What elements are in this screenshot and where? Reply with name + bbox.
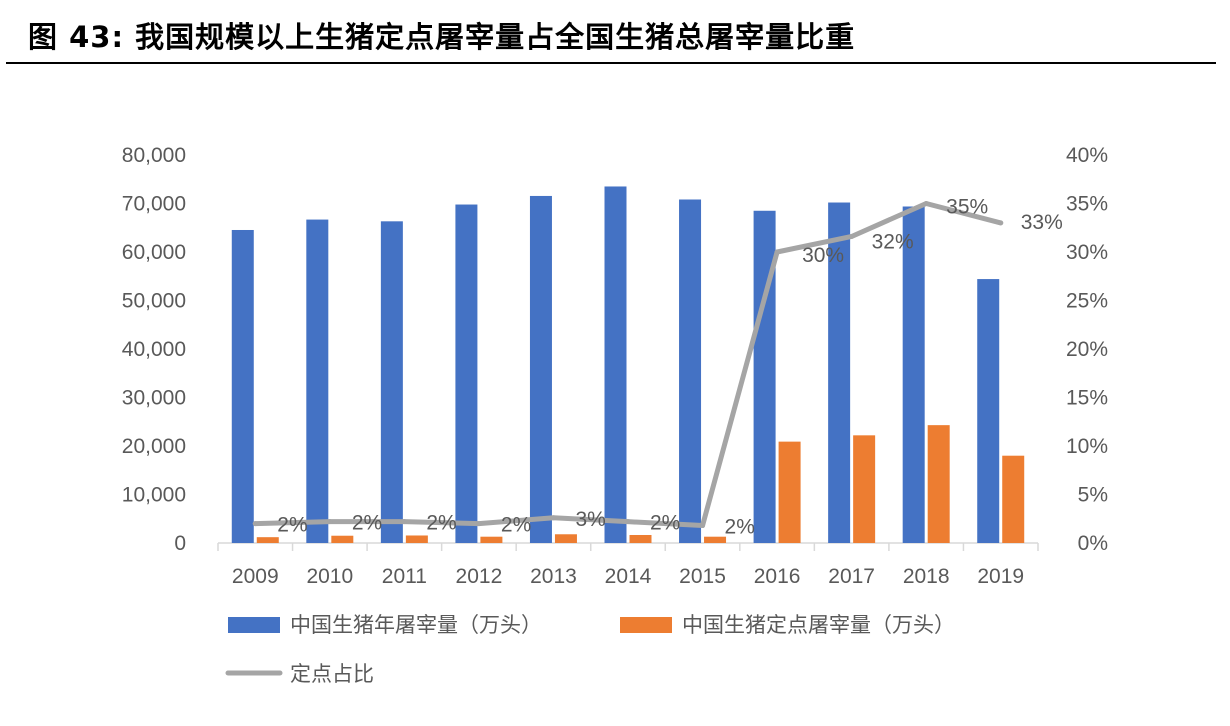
ratio-data-label: 2% <box>650 512 680 535</box>
y-right-tick-label: 30% <box>1066 241 1108 264</box>
x-tick-label: 2012 <box>456 565 503 588</box>
y-left-tick-label: 10,000 <box>122 484 186 507</box>
y-left-tick-label: 20,000 <box>122 435 186 458</box>
bar-designated-slaughter <box>704 536 727 543</box>
legend-swatch-total <box>228 617 280 633</box>
axes: 0 10,000 20,000 30,000 40,000 50,000 60,000 70,… <box>122 144 1108 588</box>
x-tick-label: 2013 <box>530 565 577 588</box>
bar-designated-slaughter <box>331 535 354 543</box>
y-right-tick-label: 10% <box>1066 435 1108 458</box>
x-tick-label: 2015 <box>679 565 726 588</box>
y-left-tick-label: 50,000 <box>122 290 186 313</box>
y-left-tick-label: 80,000 <box>122 144 186 167</box>
legend-label-ratio: 定点占比 <box>290 662 374 686</box>
bar-designated-slaughter <box>853 435 876 543</box>
bar-designated-slaughter <box>927 425 950 543</box>
ratio-data-label: 30% <box>802 244 844 267</box>
ratio-point <box>625 519 631 525</box>
title-divider <box>6 62 1216 64</box>
x-tick-label: 2009 <box>232 565 279 588</box>
ratio-data-label: 2% <box>277 514 307 537</box>
bar-total-slaughter <box>753 210 776 543</box>
legend-label-designated: 中国生猪定点屠宰量（万头） <box>682 613 955 637</box>
y-right-tick-label: 40% <box>1066 144 1108 167</box>
y-left-tick-label: 60,000 <box>122 241 186 264</box>
ratio-data-label: 2% <box>426 512 456 535</box>
y-left-tick-label: 70,000 <box>122 193 186 216</box>
ratio-point <box>401 519 407 525</box>
ratio-data-label: 32% <box>872 230 914 253</box>
ratio-data-label: 2% <box>725 516 755 539</box>
x-tick-label: 2019 <box>977 565 1024 588</box>
y-right-tick-label: 0% <box>1078 532 1108 555</box>
bar-designated-slaughter <box>480 536 503 543</box>
ratio-data-label: 3% <box>575 508 605 531</box>
ratio-point <box>774 249 780 255</box>
x-tick-label: 2011 <box>382 565 427 588</box>
ratio-point <box>327 519 333 525</box>
y-right-tick-label: 35% <box>1066 193 1108 216</box>
bar-total-slaughter <box>902 206 925 543</box>
ratio-point <box>923 201 929 206</box>
y-right-tick-label: 25% <box>1066 290 1108 313</box>
ratio-point <box>700 523 706 529</box>
bar-total-slaughter <box>380 221 403 543</box>
y-right-tick-label: 5% <box>1078 484 1108 507</box>
x-tick-label: 2014 <box>605 565 652 588</box>
data-labels: 2% 2% 2% 2% 3% 2% 2% 30% 32% 35% 33% <box>277 196 1062 539</box>
bar-designated-slaughter <box>554 534 577 543</box>
bars <box>231 186 1025 543</box>
y-left-tick-label: 40,000 <box>122 338 186 361</box>
ratio-point <box>252 521 258 527</box>
legend-swatch-designated <box>620 617 672 633</box>
ratio-data-label: 2% <box>501 514 531 537</box>
y-right-tick-label: 20% <box>1066 338 1108 361</box>
legend-label-total: 中国生猪年屠宰量（万头） <box>290 613 542 637</box>
y-left-tick-label: 0 <box>174 532 186 555</box>
bar-designated-slaughter <box>629 534 652 543</box>
ratio-point <box>849 233 855 239</box>
x-tick-label: 2018 <box>903 565 950 588</box>
ratio-line <box>252 201 1004 529</box>
bar-total-slaughter <box>231 229 254 543</box>
y-left-tick-label: 30,000 <box>122 387 186 410</box>
bar-designated-slaughter <box>778 441 801 543</box>
figure-title: 图 43: 我国规模以上生猪定点屠宰量占全国生猪总屠宰量比重 <box>28 20 856 54</box>
bar-designated-slaughter <box>256 537 279 543</box>
bar-total-slaughter <box>604 186 627 543</box>
bar-total-slaughter <box>306 219 329 543</box>
ratio-point <box>550 515 556 521</box>
ratio-data-label: 2% <box>352 512 382 535</box>
ratio-data-label: 35% <box>946 196 988 219</box>
x-tick-label: 2017 <box>828 565 875 588</box>
bar-designated-slaughter <box>405 535 428 543</box>
x-tick-label: 2010 <box>306 565 353 588</box>
bar-total-slaughter <box>977 279 1000 543</box>
bar-designated-slaughter <box>1002 455 1025 543</box>
bar-total-slaughter <box>529 195 552 543</box>
bar-total-slaughter <box>679 199 702 543</box>
ratio-point <box>476 521 482 527</box>
bar-total-slaughter <box>828 202 851 543</box>
ratio-data-label: 33% <box>1021 211 1063 234</box>
legend: 中国生猪年屠宰量（万头） 中国生猪定点屠宰量（万头） 定点占比 <box>225 613 955 686</box>
bar-total-slaughter <box>455 204 478 543</box>
y-right-tick-label: 15% <box>1066 387 1108 410</box>
x-tick-label: 2016 <box>754 565 801 588</box>
ratio-point <box>998 220 1004 226</box>
